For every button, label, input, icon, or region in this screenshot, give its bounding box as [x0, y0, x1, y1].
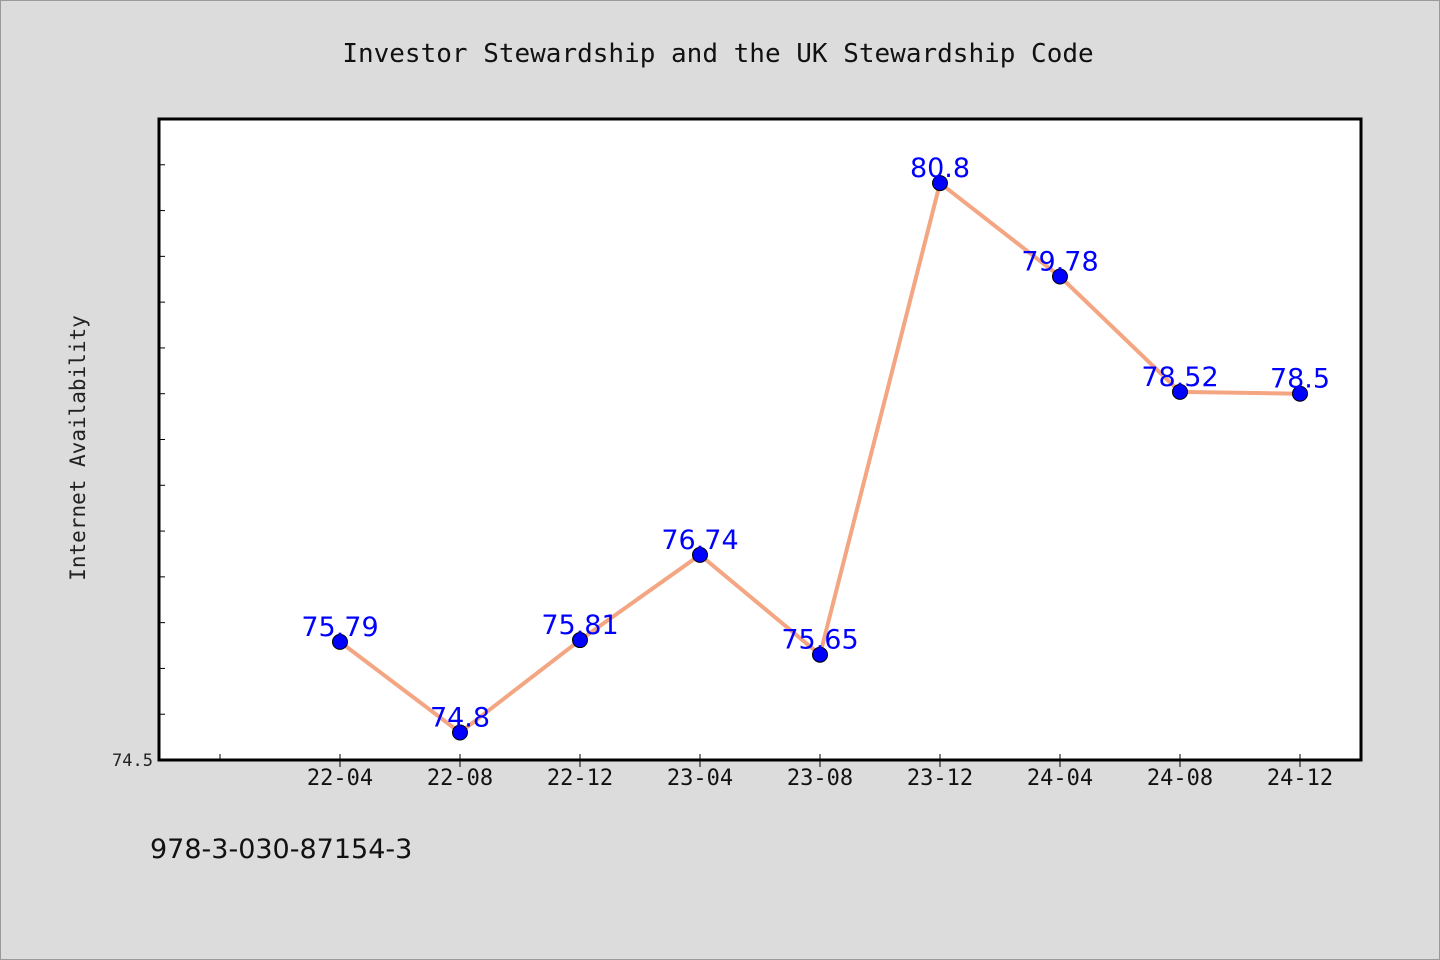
x-tick-label: 22-08 [427, 766, 493, 791]
data-point [692, 546, 708, 563]
data-point [1292, 385, 1308, 402]
data-label: 74.8 [430, 703, 490, 734]
series-markers [332, 175, 1308, 741]
y-axis-ticks: 74.5 [112, 118, 165, 771]
x-tick-label: 23-04 [667, 766, 733, 791]
data-point [332, 633, 348, 650]
data-label: 75.79 [301, 612, 378, 643]
y-axis-label: Internet Availability [66, 315, 90, 581]
x-tick-label: 23-12 [907, 766, 973, 791]
x-tick-label: 22-12 [547, 766, 613, 791]
data-point [1052, 268, 1068, 285]
x-tick-label: 24-04 [1027, 766, 1093, 791]
data-point [812, 646, 828, 663]
data-point [572, 632, 588, 649]
data-point [1172, 383, 1188, 400]
data-label: 80.8 [910, 153, 970, 184]
data-labels: 75.79 74.8 75.81 76.74 75.65 80.8 79.78 78.52 78… [301, 153, 1330, 733]
x-axis-ticks: 22-04 22-08 22-12 23-04 23-08 23-12 24-04 24-08… [219, 754, 1333, 791]
data-label: 75.81 [541, 610, 618, 641]
x-tick-label: 24-08 [1147, 766, 1213, 791]
data-point [452, 724, 468, 741]
x-tick-label: 24-12 [1267, 766, 1333, 791]
plot-area [157, 117, 1363, 762]
footer-isbn: 978-3-030-87154-3 [150, 834, 413, 865]
data-label: 76.74 [661, 525, 738, 556]
data-point [932, 175, 948, 192]
data-label: 75.65 [781, 625, 858, 656]
y-tick-label: 74.5 [112, 751, 153, 771]
chart-title: Investor Stewardship and the UK Stewards… [342, 39, 1093, 69]
data-label: 78.52 [1141, 362, 1218, 393]
data-label: 78.5 [1270, 364, 1330, 395]
x-tick-label: 23-08 [787, 766, 853, 791]
x-tick-label: 22-04 [307, 766, 373, 791]
data-label: 79.78 [1021, 247, 1098, 278]
